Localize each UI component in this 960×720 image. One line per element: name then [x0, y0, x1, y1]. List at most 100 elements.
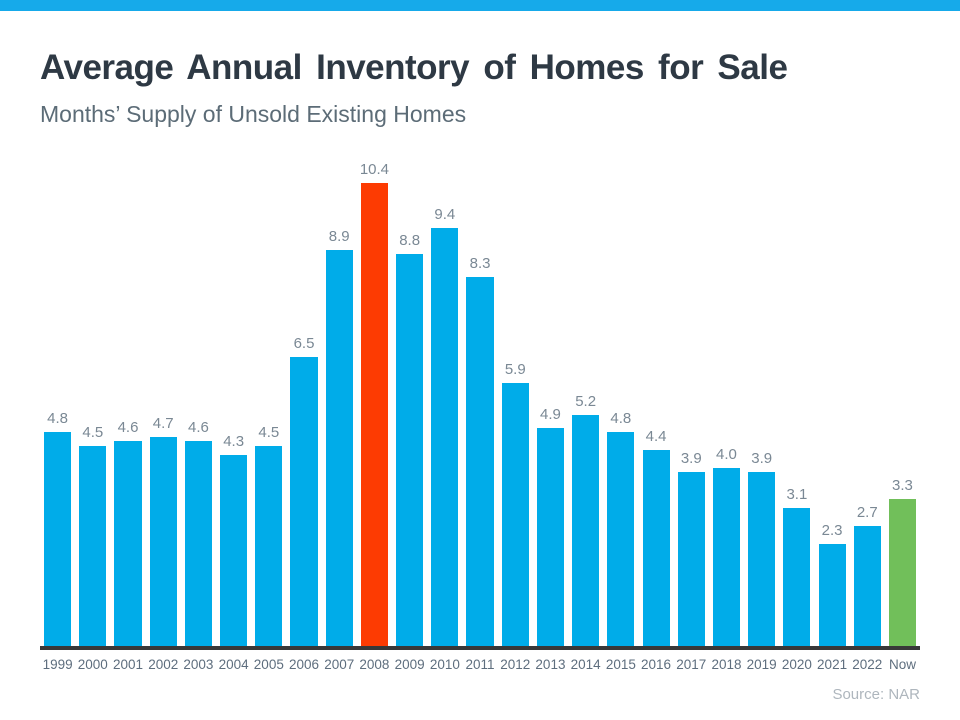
x-axis-label: 2009	[394, 656, 425, 672]
x-axis-label: 2011	[465, 656, 495, 672]
x-axis-label: 2022	[852, 656, 883, 672]
bar-column: 3.1	[779, 486, 814, 646]
bar	[290, 356, 318, 646]
x-axis-label: Now	[888, 656, 916, 672]
bar-column: 3.9	[674, 450, 709, 646]
bar-chart: 4.8 4.5 4.6 4.7 4.6 4.3 4.5 6.5 8.9 10.4 8.8 9.4 8.3…	[40, 158, 920, 672]
x-axis-label: 2012	[500, 656, 531, 672]
bar-value-label: 4.6	[187, 418, 209, 436]
x-axis-label: 2000	[77, 656, 108, 672]
bar	[572, 414, 600, 646]
x-axis-label: 2015	[605, 656, 636, 672]
bar-column: 4.7	[146, 415, 181, 646]
bar-value-label: 8.3	[469, 254, 491, 272]
x-axis-label: 2005	[253, 656, 284, 672]
bar-value-label: 3.9	[680, 449, 702, 467]
bar-value-label: 10.4	[359, 160, 390, 178]
x-axis-label: 2003	[183, 656, 214, 672]
bar-column: 2.7	[850, 504, 885, 646]
bar	[431, 227, 459, 646]
bar	[149, 436, 177, 646]
bar	[712, 467, 740, 646]
top-accent-stripe	[0, 0, 960, 11]
bar-column: 3.9	[744, 450, 779, 646]
x-axis-label: 2021	[817, 656, 848, 672]
x-axis-label: 2002	[148, 656, 179, 672]
bar	[501, 382, 529, 646]
bar	[466, 276, 494, 646]
bar-value-label: 5.9	[504, 360, 526, 378]
bar	[360, 182, 388, 646]
bar-value-label: 3.1	[786, 485, 808, 503]
x-axis-label: 2017	[676, 656, 707, 672]
page-subtitle: Months’ Supply of Unsold Existing Homes	[40, 100, 467, 127]
bar-column: 5.2	[568, 393, 603, 646]
bar	[255, 445, 283, 646]
bar	[44, 431, 72, 646]
bar	[748, 471, 776, 646]
bar-column: 4.8	[40, 410, 75, 646]
bar-column: 4.6	[181, 419, 216, 646]
x-axis-labels: 1999 2000 2001 2002 2003 2004 2005 2006 2007 2008…	[40, 657, 920, 672]
bar-value-label: 6.5	[293, 334, 315, 352]
bar-value-label: 3.9	[751, 449, 773, 467]
bar-column: 4.4	[638, 428, 673, 646]
bar-value-label: 4.8	[47, 409, 69, 427]
bar	[184, 440, 212, 646]
bars-container: 4.8 4.5 4.6 4.7 4.6 4.3 4.5 6.5 8.9 10.4 8.8 9.4 8.3…	[40, 158, 920, 650]
x-axis-label: 2007	[324, 656, 355, 672]
x-axis-label: 2018	[711, 656, 742, 672]
bar-column: 4.5	[251, 424, 286, 646]
bar-column: 4.6	[110, 419, 145, 646]
bar	[325, 249, 353, 646]
bar-value-label: 9.4	[434, 205, 456, 223]
x-axis-label: 2004	[218, 656, 249, 672]
bar-column: 10.4	[357, 161, 392, 646]
bar	[783, 507, 811, 646]
bar-value-label: 4.9	[540, 405, 561, 423]
bar-value-label: 4.7	[152, 414, 174, 432]
bar-value-label: 8.8	[399, 231, 421, 249]
bar-value-label: 4.5	[82, 423, 104, 441]
bar	[853, 525, 881, 646]
x-axis-label: 2008	[359, 656, 390, 672]
x-axis-label: 2014	[570, 656, 601, 672]
chart-header: Average Annual Inventory of Homes for Sa…	[0, 11, 960, 128]
x-axis-label: 2020	[781, 656, 812, 672]
page-title: Average Annual Inventory of Homes for Sa…	[40, 48, 788, 87]
bar	[114, 440, 142, 646]
x-axis-label: 1999	[42, 656, 73, 672]
bar-value-label: 4.8	[610, 409, 632, 427]
x-axis-label: 2013	[535, 656, 566, 672]
bar	[818, 543, 846, 646]
bar-value-label: 8.9	[328, 227, 350, 245]
bar-column: 6.5	[286, 335, 321, 646]
bar-value-label: 2.3	[821, 521, 843, 539]
bar-value-label: 4.6	[117, 418, 139, 436]
bar-column: 2.3	[814, 522, 849, 646]
bar-column: 4.9	[533, 406, 568, 646]
bar-column: 8.9	[322, 228, 357, 646]
bar	[536, 427, 564, 646]
x-axis-label: 2016	[641, 656, 672, 672]
bar-value-label: 4.4	[645, 427, 667, 445]
bar	[607, 431, 635, 646]
bar-value-label: 2.7	[856, 503, 878, 521]
bar-column: 5.9	[498, 361, 533, 646]
x-axis-label: 2006	[289, 656, 320, 672]
x-axis-label: 2019	[746, 656, 777, 672]
bar-value-label: 5.2	[575, 392, 597, 410]
bar-column: 4.8	[603, 410, 638, 646]
bar-column: 3.3	[885, 477, 920, 646]
bar	[79, 445, 107, 646]
bar-column: 4.5	[75, 424, 110, 646]
x-axis-label: 2010	[429, 656, 460, 672]
bar-value-label: 4.5	[258, 423, 280, 441]
bar	[220, 454, 248, 646]
bar	[642, 449, 670, 646]
bar-column: 9.4	[427, 206, 462, 646]
source-note: Source: NAR	[832, 685, 920, 703]
bar-column: 4.3	[216, 433, 251, 646]
bar-value-label: 4.3	[223, 432, 245, 450]
x-axis-label: 2001	[112, 656, 144, 672]
